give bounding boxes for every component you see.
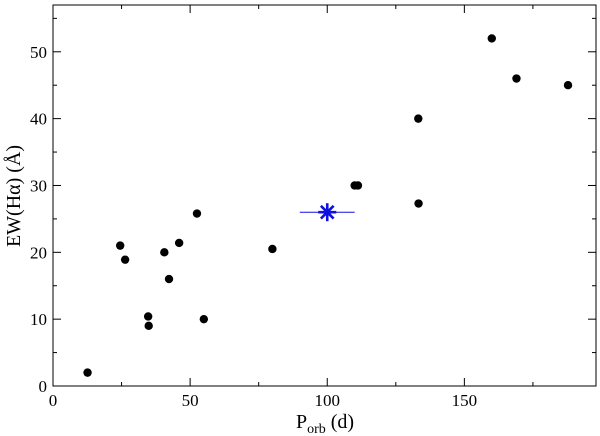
x-axis-label-subscript: orb <box>307 422 326 436</box>
x-tick-label: 50 <box>182 391 199 410</box>
y-tick-label: 30 <box>30 176 47 195</box>
data-point <box>120 255 130 264</box>
y-tick-label: 50 <box>30 43 47 62</box>
x-tick-label: 0 <box>49 391 58 410</box>
y-tick-label: 20 <box>30 243 47 262</box>
x-tick-label: 150 <box>452 391 478 410</box>
y-axis-label: EW(Hα) (Å) <box>3 145 25 247</box>
x-axis-label-unit: (d) <box>326 411 354 433</box>
y-tick-label: 10 <box>30 310 47 329</box>
data-point <box>164 274 174 284</box>
x-axis-label-main: P <box>296 411 307 433</box>
data-point <box>160 248 169 257</box>
data-point <box>115 241 125 250</box>
data-point <box>414 199 423 208</box>
data-point <box>353 181 363 190</box>
axis-ticks <box>52 5 596 387</box>
plot-frame <box>52 4 597 387</box>
data-point <box>487 34 496 43</box>
data-point <box>144 321 153 331</box>
asterisk-stroke <box>319 204 335 220</box>
x-tick-label: 100 <box>314 391 340 410</box>
data-point <box>83 368 92 377</box>
tick-labels: 0 50 100 150 0 10 20 30 40 50 <box>30 43 477 410</box>
highlight-point <box>299 203 355 222</box>
data-point <box>199 314 209 324</box>
data-marks <box>83 34 573 377</box>
data-point <box>143 312 153 321</box>
y-tick-label: 40 <box>30 110 47 129</box>
x-axis-label: Porb (d) <box>296 411 354 436</box>
data-point <box>174 238 184 248</box>
data-point <box>414 114 423 123</box>
data-point <box>268 244 277 254</box>
y-tick-label: 0 <box>39 377 48 396</box>
data-point <box>563 81 573 90</box>
data-point <box>192 209 202 218</box>
data-point <box>512 74 521 83</box>
